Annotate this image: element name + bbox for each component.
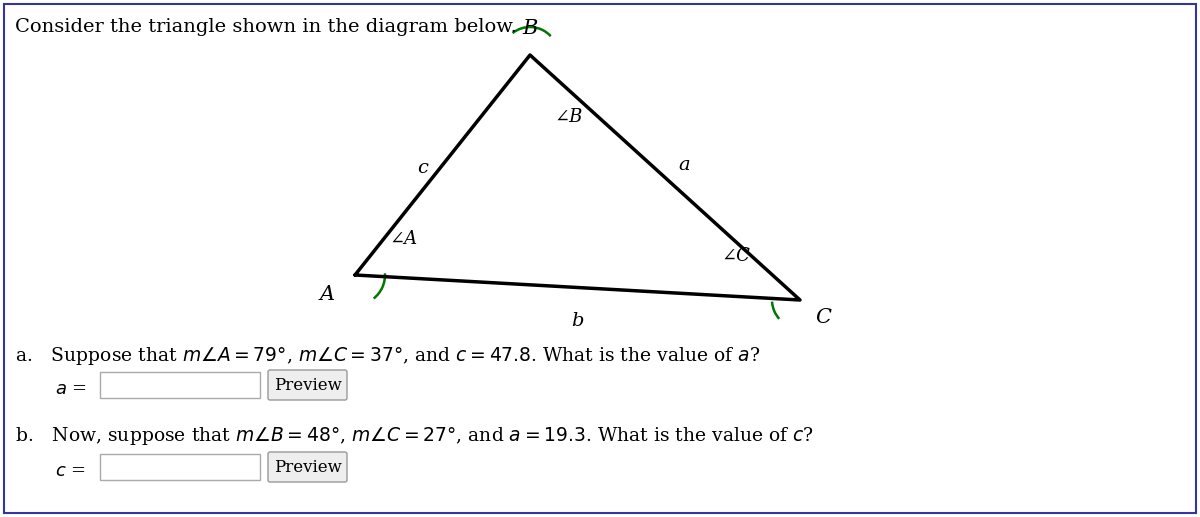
FancyBboxPatch shape	[268, 452, 347, 482]
Text: A: A	[320, 285, 335, 304]
Text: a: a	[678, 156, 690, 174]
Text: c: c	[418, 159, 428, 177]
Text: $a$ =: $a$ =	[55, 380, 86, 398]
Text: a. Suppose that $m\angle A = 79°$, $m\angle C = 37°$, and $c = 47.8$. What is th: a. Suppose that $m\angle A = 79°$, $m\an…	[14, 345, 760, 367]
Text: b. Now, suppose that $m\angle B = 48°$, $m\angle C = 27°$, and $a = 19.3$. What : b. Now, suppose that $m\angle B = 48°$, …	[14, 425, 814, 447]
Text: b: b	[571, 312, 583, 330]
Text: B: B	[522, 19, 538, 38]
Text: C: C	[815, 308, 830, 327]
Text: Preview: Preview	[274, 459, 342, 476]
Text: ∠A: ∠A	[390, 230, 418, 248]
Text: $c$ =: $c$ =	[55, 462, 85, 480]
Text: ∠C: ∠C	[721, 247, 750, 265]
Text: ∠B: ∠B	[554, 108, 583, 126]
Text: Preview: Preview	[274, 376, 342, 393]
FancyBboxPatch shape	[268, 370, 347, 400]
Bar	[100, 454, 260, 480]
Text: Consider the triangle shown in the diagram below.: Consider the triangle shown in the diagr…	[14, 18, 517, 36]
Bar	[100, 372, 260, 398]
